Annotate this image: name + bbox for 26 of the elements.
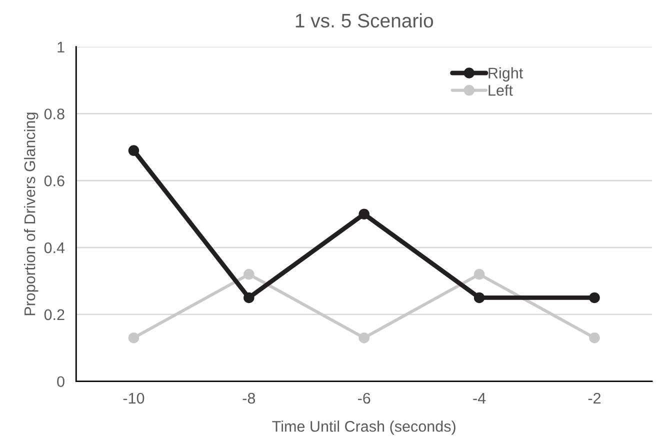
point — [358, 208, 370, 220]
x-tick-label: -10 — [123, 392, 144, 404]
x-tick-label: -6 — [358, 392, 370, 404]
point — [589, 292, 600, 304]
y-tick-label: 0 — [57, 376, 64, 388]
point — [128, 145, 140, 156]
legend-label: Right — [488, 67, 524, 82]
x-axis-title: Time Until Crash (seconds) — [272, 420, 456, 435]
point — [128, 332, 140, 344]
y-tick-label: 0.8 — [44, 108, 64, 120]
point — [589, 332, 600, 344]
point — [474, 268, 485, 280]
x-tick-label: -4 — [473, 393, 486, 404]
y-tick-label: 1 — [58, 42, 64, 52]
x-tick-label: -8 — [242, 392, 256, 404]
y-axis-title: Proportion of Drivers Glancing — [24, 112, 38, 316]
y-tick-label: 0.6 — [44, 176, 64, 186]
legend-label: Left — [488, 84, 513, 96]
y-tick-label: 0.4 — [44, 242, 65, 254]
x-tick-label: -2 — [588, 392, 600, 404]
point — [358, 332, 370, 344]
chart-title: 1 vs. 5 Scenario — [296, 13, 433, 28]
point — [244, 268, 254, 280]
point — [474, 292, 485, 304]
y-tick-label: 0.2 — [44, 309, 64, 320]
point — [244, 292, 254, 304]
